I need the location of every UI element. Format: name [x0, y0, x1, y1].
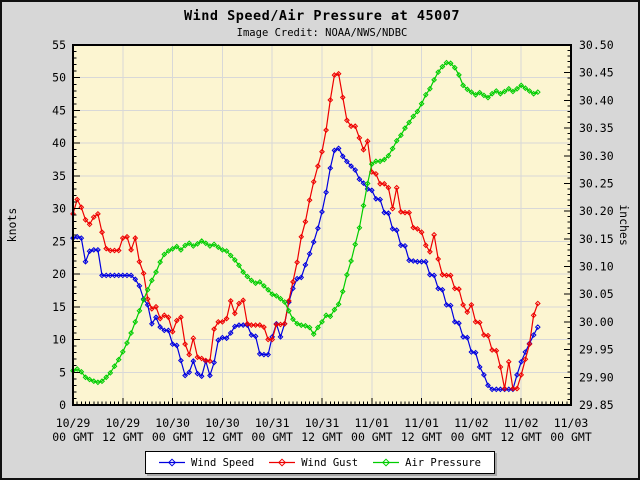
x-tick-time: 12 GMT — [500, 430, 542, 444]
series-markers-0 — [70, 145, 541, 393]
right-tick-label: 30.30 — [579, 149, 614, 163]
left-tick-label: 35 — [52, 169, 66, 183]
plot-frame — [72, 44, 572, 406]
chart-subtitle: Image Credit: NOAA/NWS/NDBC — [237, 27, 408, 39]
left-tick-label: 20 — [52, 267, 66, 281]
right-tick-label: 29.95 — [579, 343, 614, 357]
left-axis-title: knots — [5, 208, 19, 243]
right-tick-label: 29.85 — [579, 398, 614, 412]
gridlines — [73, 45, 571, 405]
legend: Wind Speed Wind Gust Air Pressure — [145, 451, 495, 474]
x-tick-time: 00 GMT — [451, 430, 493, 444]
legend-item-wind-gust: Wind Gust — [269, 457, 358, 469]
x-tick-time: 12 GMT — [102, 430, 144, 444]
x-tick-date: 11/01 — [404, 416, 439, 430]
right-tick-label: 30.40 — [579, 93, 614, 107]
x-tick-time: 00 GMT — [251, 430, 293, 444]
x-tick-date: 10/30 — [155, 416, 190, 430]
x-tick-date: 11/02 — [454, 416, 489, 430]
x-tick-date: 10/31 — [255, 416, 290, 430]
right-tick-label: 30.20 — [579, 204, 614, 218]
wind-speed-line-icon — [159, 458, 186, 467]
x-tick-time: 00 GMT — [550, 430, 592, 444]
right-tick-label: 30.05 — [579, 287, 614, 301]
right-axis-title: inches — [617, 204, 631, 246]
right-tick-label: 29.90 — [579, 370, 614, 384]
x-tick-date: 10/31 — [305, 416, 340, 430]
legend-label-wind-gust: Wind Gust — [301, 456, 359, 469]
x-tick-time: 12 GMT — [301, 430, 343, 444]
legend-item-wind-speed: Wind Speed — [159, 457, 254, 469]
chart-title: Wind Speed/Air Pressure at 45007 — [184, 8, 460, 24]
x-tick-date: 11/02 — [504, 416, 539, 430]
left-tick-label: 55 — [52, 38, 66, 52]
left-tick-label: 45 — [52, 103, 66, 117]
x-tick-time: 00 GMT — [152, 430, 194, 444]
series-markers-1 — [70, 70, 541, 392]
left-tick-label: 10 — [52, 333, 66, 347]
left-tick-label: 5 — [59, 365, 66, 379]
series-line-0 — [72, 147, 539, 390]
legend-item-air-pressure: Air Pressure — [373, 457, 481, 469]
series-line-1 — [72, 73, 539, 390]
left-tick-label: 40 — [52, 136, 66, 150]
x-tick-time: 00 GMT — [52, 430, 94, 444]
right-tick-label: 30.50 — [579, 38, 614, 52]
wind-gust-line-icon — [269, 458, 296, 467]
right-tick-label: 30.45 — [579, 66, 614, 80]
left-tick-label: 25 — [52, 234, 66, 248]
x-tick-time: 12 GMT — [202, 430, 244, 444]
legend-label-wind-speed: Wind Speed — [191, 456, 255, 469]
right-tick-label: 30.10 — [579, 260, 614, 274]
series-markers-2 — [70, 59, 541, 386]
left-tick-label: 50 — [52, 71, 66, 85]
series-line-2 — [72, 62, 539, 383]
x-tick-date: 10/30 — [205, 416, 240, 430]
right-tick-label: 30.15 — [579, 232, 614, 246]
left-tick-label: 0 — [59, 398, 66, 412]
left-tick-label: 30 — [52, 202, 66, 216]
air-pressure-line-icon — [373, 458, 400, 467]
x-tick-date: 10/29 — [105, 416, 140, 430]
x-tick-date: 11/03 — [554, 416, 589, 430]
x-tick-time: 12 GMT — [401, 430, 443, 444]
right-tick-label: 30.25 — [579, 176, 614, 190]
legend-label-air-pressure: Air Pressure — [405, 456, 481, 469]
right-tick-label: 30.35 — [579, 121, 614, 135]
x-tick-time: 00 GMT — [351, 430, 393, 444]
left-tick-label: 15 — [52, 300, 66, 314]
x-tick-date: 11/01 — [354, 416, 389, 430]
right-tick-label: 30.00 — [579, 315, 614, 329]
x-tick-date: 10/29 — [56, 416, 91, 430]
